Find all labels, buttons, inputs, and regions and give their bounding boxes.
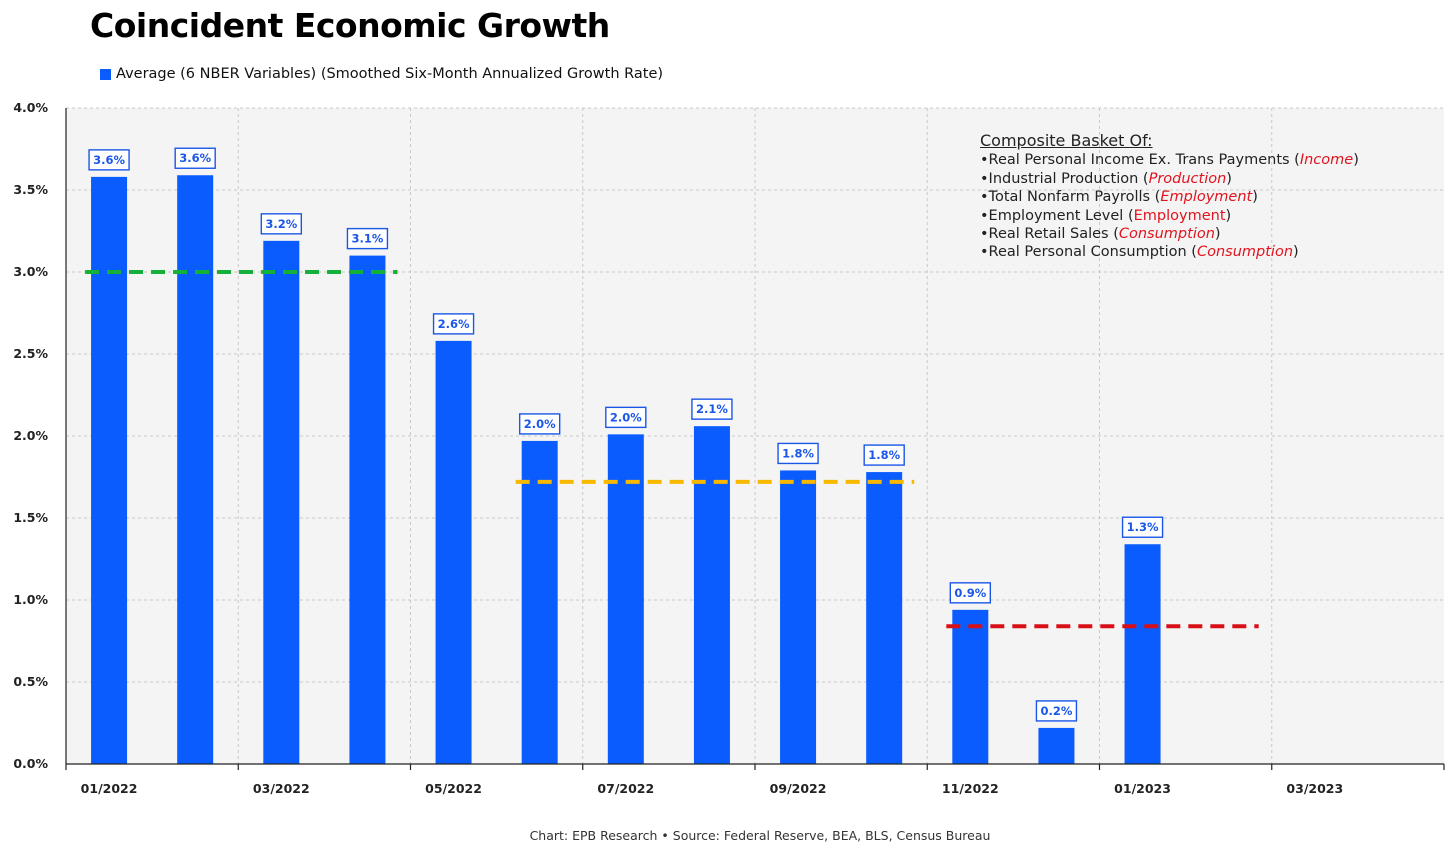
composite-item: •Real Personal Income Ex. Trans Payments…: [980, 151, 1359, 169]
data-label: 0.9%: [954, 586, 986, 600]
data-label-box: [777, 442, 819, 465]
x-tick-label: 01/2023: [1114, 781, 1171, 796]
composite-item-label: •Real Personal Income Ex. Trans Payments…: [980, 152, 1300, 169]
x-tick-label: 03/2023: [1286, 781, 1343, 796]
composite-item-label: •Employment Level (: [980, 207, 1134, 224]
composite-item: •Employment Level (Employment): [980, 207, 1359, 225]
bar: [521, 440, 558, 764]
composite-item-category: Production: [1148, 170, 1227, 187]
data-label: 3.2%: [265, 217, 297, 231]
data-label-box: [260, 213, 303, 235]
y-tick-label: 0.0%: [13, 756, 48, 771]
y-tick-label: 2.0%: [13, 428, 48, 443]
composite-item-category: Employment: [1160, 189, 1253, 206]
data-label-box: [949, 582, 992, 604]
bar: [177, 175, 214, 765]
chart-source: Chart: EPB Research • Source: Federal Re…: [529, 828, 991, 843]
composite-list: •Real Personal Income Ex. Trans Payments…: [980, 151, 1359, 261]
x-tick-label: 09/2022: [770, 781, 827, 796]
data-label: 3.6%: [179, 151, 211, 165]
y-tick-label: 2.5%: [13, 346, 48, 361]
data-label: 1.8%: [868, 448, 900, 462]
data-label-box: [691, 398, 733, 420]
legend-label: Average (6 NBER Variables) (Smoothed Six…: [116, 66, 664, 82]
data-label: 1.8%: [782, 446, 814, 460]
data-label: 2.0%: [524, 417, 556, 431]
bar: [607, 434, 644, 764]
data-label-box: [174, 147, 216, 169]
composite-item-close: ): [1293, 244, 1299, 261]
y-tick-label: 1.5%: [13, 510, 48, 525]
composite-item-close: ): [1252, 189, 1258, 206]
data-label: 2.1%: [696, 402, 728, 416]
data-label-box: [863, 444, 905, 466]
data-label: 0.2%: [1040, 704, 1072, 718]
data-label-box: [1035, 700, 1078, 722]
composite-item-close: ): [1353, 152, 1359, 169]
composite-heading: Composite Basket Of:: [980, 131, 1153, 150]
bar: [349, 255, 386, 764]
data-label-box: [432, 313, 475, 335]
data-label-box: [88, 149, 130, 171]
legend-swatch: [100, 68, 111, 80]
data-label-box: [1121, 516, 1164, 538]
y-tick-label: 3.0%: [13, 264, 48, 279]
composite-item-category: Consumption: [1118, 226, 1215, 243]
bar: [91, 176, 128, 764]
composite-item-label: •Real Personal Consumption (: [980, 244, 1197, 261]
composite-item-close: ): [1226, 170, 1232, 187]
x-tick-label: 07/2022: [597, 781, 654, 796]
composite-item-close: ): [1225, 207, 1232, 224]
composite-item-category: Employment: [1133, 207, 1226, 224]
bar: [780, 470, 817, 764]
data-label: 2.6%: [438, 317, 470, 331]
composite-item: •Real Retail Sales (Consumption): [980, 225, 1359, 243]
x-tick-label: 01/2022: [81, 781, 138, 796]
composite-item-label: •Real Retail Sales (: [980, 226, 1119, 243]
composite-item: •Real Personal Consumption (Consumption): [980, 243, 1359, 261]
composite-item-close: ): [1214, 226, 1221, 243]
bar: [435, 340, 472, 764]
data-label-box: [346, 227, 389, 250]
y-tick-label: 4.0%: [13, 100, 48, 115]
composite-item-category: Consumption: [1196, 244, 1294, 261]
bar: [693, 426, 730, 764]
data-label: 1.3%: [1127, 520, 1159, 534]
bar: [952, 609, 989, 764]
composite-item-label: •Total Nonfarm Payrolls (: [980, 189, 1161, 206]
x-tick-label: 05/2022: [425, 781, 482, 796]
data-label-box: [605, 406, 647, 429]
data-label: 3.1%: [351, 232, 383, 246]
y-tick-label: 3.5%: [13, 182, 48, 197]
data-label: 2.0%: [610, 410, 642, 424]
composite-item-label: •Industrial Production (: [980, 170, 1149, 187]
y-tick-label: 0.5%: [13, 674, 48, 689]
data-label: 3.6%: [93, 153, 125, 167]
composite-item: •Total Nonfarm Payrolls (Employment): [980, 188, 1359, 206]
data-label-box: [518, 413, 561, 435]
x-tick-label: 11/2022: [942, 781, 999, 796]
bar: [866, 472, 903, 764]
composite-basket: Composite Basket Of: •Real Personal Inco…: [980, 131, 1359, 262]
chart-title: Coincident Economic Growth: [90, 6, 610, 45]
legend: Average (6 NBER Variables) (Smoothed Six…: [100, 66, 663, 82]
bar: [263, 240, 300, 765]
y-tick-label: 1.0%: [13, 592, 48, 607]
bar: [1038, 727, 1075, 764]
bar: [1124, 544, 1161, 764]
composite-item-category: Income: [1299, 152, 1354, 169]
composite-item: •Industrial Production (Production): [980, 170, 1359, 188]
x-tick-label: 03/2022: [253, 781, 310, 796]
